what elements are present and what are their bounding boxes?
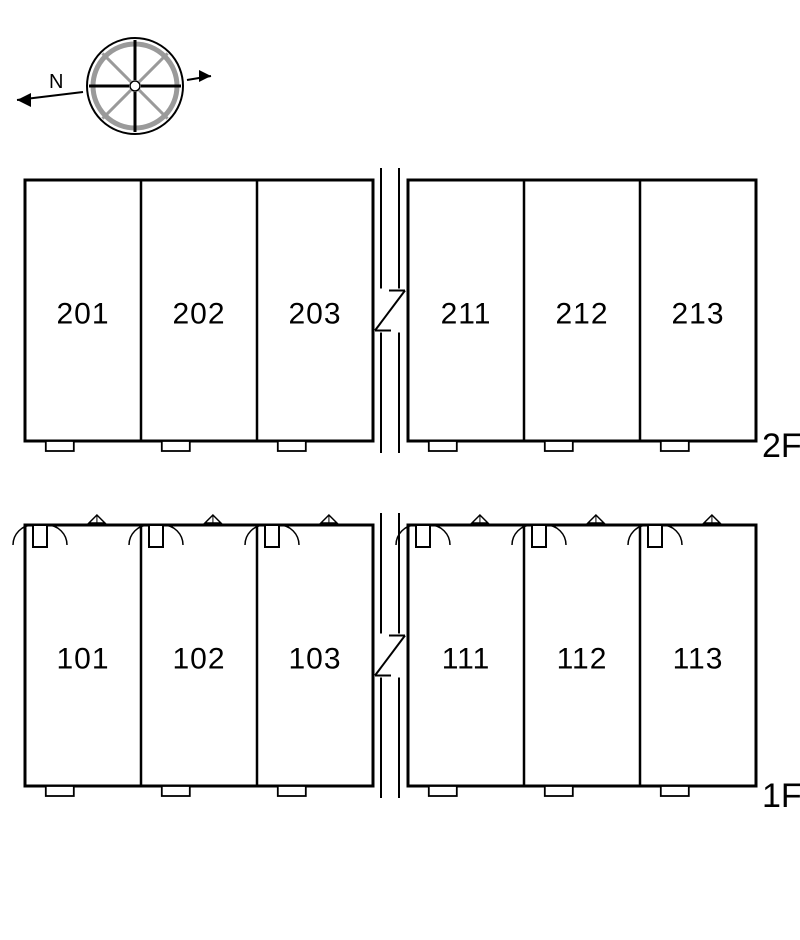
unit-label-111: 111 [442, 643, 491, 676]
compass-icon: N [17, 38, 211, 134]
unit-label-103: 103 [288, 643, 341, 676]
unit-label-202: 202 [172, 298, 225, 331]
unit-label-212: 212 [555, 298, 608, 331]
floor-2F: 201 202 203 211 212 213 2F [25, 168, 800, 465]
floor-plan-diagram: N2012022032112122132F1011021031111121131… [0, 0, 800, 940]
unit-label-203: 203 [288, 298, 341, 331]
unit-label-112: 112 [557, 643, 608, 676]
unit-label-102: 102 [172, 643, 225, 676]
compass-n-label: N [49, 71, 63, 93]
floor-label-2F: 2F [762, 427, 800, 465]
floor-1F: 101 102 103 111 112 113 1F [13, 513, 800, 815]
unit-label-101: 101 [56, 643, 109, 676]
unit-label-211: 211 [441, 298, 492, 331]
unit-label-113: 113 [673, 643, 724, 676]
unit-label-201: 201 [56, 298, 109, 331]
unit-label-213: 213 [671, 298, 724, 331]
floor-label-1F: 1F [762, 777, 800, 815]
